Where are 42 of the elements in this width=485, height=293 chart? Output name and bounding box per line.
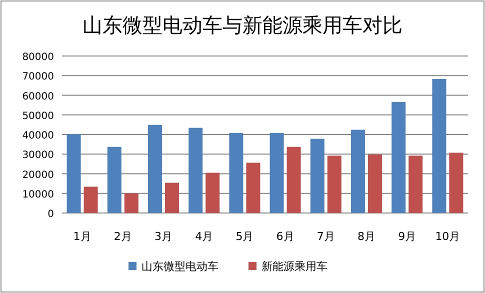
bar — [392, 102, 406, 213]
bar — [188, 128, 203, 213]
x-tick-label: 8月 — [358, 230, 376, 243]
bar — [124, 193, 138, 213]
x-tick-label: 4月 — [195, 230, 214, 243]
x-tick-label: 6月 — [276, 230, 294, 243]
bar — [270, 132, 284, 213]
legend-label: 山东微型电动车 — [142, 260, 218, 273]
x-tick-label: 5月 — [236, 230, 254, 243]
y-tick-label: 70000 — [22, 72, 54, 83]
x-tick-label: 10月 — [435, 230, 460, 243]
x-tick-label: 1月 — [73, 230, 92, 243]
chart-title: 山东微型电动车与新能源乘用车对比 — [82, 13, 402, 37]
legend-label: 新能源乘用车 — [262, 260, 328, 273]
bar — [66, 134, 81, 213]
bar — [229, 132, 244, 213]
y-tick-label: 0 — [48, 209, 54, 220]
x-tick-label: 9月 — [398, 230, 416, 243]
bar — [246, 162, 260, 213]
y-tick-label: 50000 — [22, 110, 54, 122]
y-tick-label: 30000 — [22, 150, 54, 162]
bar — [449, 152, 464, 213]
x-tick-label: 3月 — [154, 230, 172, 243]
bar — [408, 156, 423, 213]
y-tick-label: 10000 — [22, 189, 54, 200]
y-tick-label: 40000 — [22, 130, 54, 142]
y-tick-label: 80000 — [22, 52, 54, 63]
bar — [351, 130, 365, 213]
bar — [107, 146, 122, 213]
bar — [148, 124, 162, 213]
bar — [432, 78, 446, 213]
bar — [310, 138, 324, 213]
bar — [368, 154, 382, 213]
bar — [327, 156, 342, 213]
bar — [165, 182, 179, 213]
bar — [84, 186, 98, 213]
y-tick-label: 60000 — [22, 91, 54, 102]
bar — [206, 172, 220, 213]
x-tick-label: 7月 — [316, 230, 335, 243]
x-tick-label: 2月 — [114, 230, 132, 243]
y-tick-label: 20000 — [22, 170, 54, 181]
bar — [286, 146, 301, 213]
